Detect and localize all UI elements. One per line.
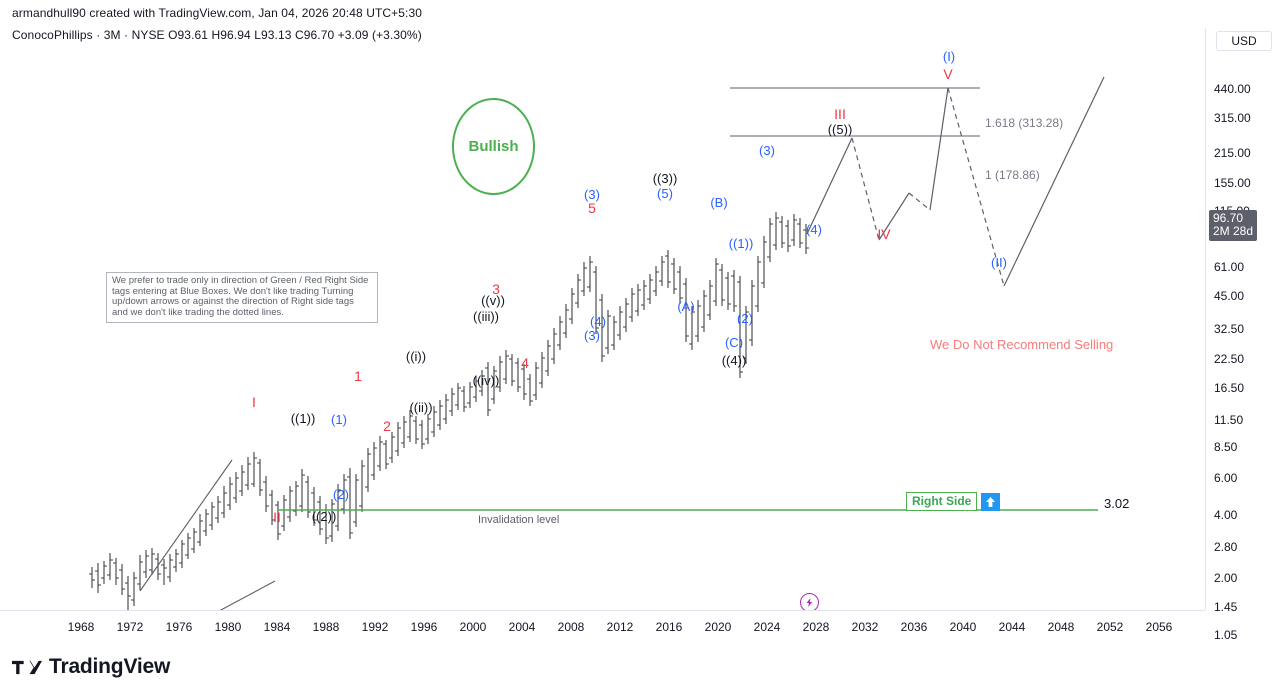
invalidation-level-label: Invalidation level (478, 514, 560, 526)
price-tick: 16.50 (1214, 381, 1245, 395)
price-tick: 215.00 (1214, 146, 1251, 160)
price-tick: 32.50 (1214, 322, 1245, 336)
time-tick: 1984 (263, 620, 291, 634)
chart-canvas (89, 76, 1105, 610)
price-tick: 2.80 (1214, 540, 1238, 554)
price-tick: 11.50 (1214, 413, 1244, 427)
time-tick: 2052 (1096, 620, 1124, 634)
time-tick: 1972 (116, 620, 144, 634)
time-tick: 1968 (67, 620, 95, 634)
price-tick: 1.05 (1214, 628, 1238, 642)
fib-label-1618: 1.618 (313.28) (985, 116, 1064, 130)
price-tick: 4.00 (1214, 508, 1238, 522)
time-tick: 2016 (655, 620, 683, 634)
wave-projection-dashed (851, 87, 1005, 287)
price-tick: 440.00 (1214, 82, 1251, 96)
price-tick: 61.00 (1214, 260, 1245, 274)
time-tick: 2036 (900, 620, 928, 634)
last-price-badge: 96.70 2M 28d (1209, 210, 1258, 241)
bullish-annotation: Bullish (452, 98, 535, 195)
price-tick: 22.50 (1214, 352, 1245, 366)
currency-badge: USD (1216, 31, 1272, 51)
up-arrow-icon (981, 492, 1001, 511)
tradingview-mark-icon (12, 660, 42, 674)
price-tick: 8.50 (1214, 440, 1238, 454)
right-side-tag[interactable]: Right Side (906, 492, 1001, 511)
time-tick: 2012 (606, 620, 634, 634)
time-tick: 2020 (704, 620, 732, 634)
fib-label-1: 1 (178.86) (985, 168, 1040, 182)
time-tick: 2044 (998, 620, 1026, 634)
price-scale[interactable]: USD 440.00315.00215.00155.00115.0061.004… (1205, 28, 1280, 642)
price-tick: 1.45 (1214, 600, 1238, 614)
time-tick: 2024 (753, 620, 781, 634)
price-tick: 2.00 (1214, 571, 1238, 585)
price-bar-series (89, 212, 809, 610)
price-tick: 155.00 (1214, 176, 1251, 190)
trading-rules-note: We prefer to trade only in direction of … (106, 272, 378, 324)
time-tick: 2032 (851, 620, 879, 634)
price-tick: 45.00 (1214, 289, 1245, 303)
chart-plot-area[interactable]: We prefer to trade only in direction of … (0, 44, 1205, 610)
time-scale[interactable]: 1968 1972 1976 1980 1984 1988 1992 1996 2000 2004… (0, 610, 1205, 640)
last-price-value: 96.70 (1213, 211, 1244, 225)
tradingview-logo[interactable]: TradingView (12, 655, 170, 679)
time-tick: 1980 (214, 620, 242, 634)
price-tick: 315.00 (1214, 111, 1251, 125)
footer-bar: TradingView (0, 640, 1280, 693)
attribution-text: armandhull90 created with TradingView.co… (12, 6, 423, 20)
countdown-value: 2M 28d (1213, 224, 1254, 238)
price-tick: 6.00 (1214, 471, 1238, 485)
time-tick: 2028 (802, 620, 830, 634)
wave-projection-solid (806, 76, 1105, 287)
time-tick: 1976 (165, 620, 193, 634)
time-tick: 1996 (410, 620, 438, 634)
time-tick: 2004 (508, 620, 536, 634)
time-tick: 2040 (949, 620, 977, 634)
time-tick: 2056 (1145, 620, 1173, 634)
fibonacci-levels (730, 87, 980, 137)
invalidation-price-label: 3.02 (1104, 496, 1130, 511)
time-tick: 2000 (459, 620, 487, 634)
wedge-trendlines (139, 459, 276, 610)
flash-bolt-icon[interactable] (800, 593, 819, 610)
time-tick: 2008 (557, 620, 585, 634)
tradingview-wordmark: TradingView (49, 655, 171, 678)
time-tick: 2048 (1047, 620, 1075, 634)
time-tick: 1992 (361, 620, 389, 634)
symbol-legend: ConocoPhillips · 3M · NYSE O93.61 H96.94… (12, 28, 422, 42)
no-sell-recommendation-text: We Do Not Recommend Selling (930, 337, 1114, 352)
time-tick: 1988 (312, 620, 340, 634)
bullish-label: Bullish (468, 138, 519, 155)
right-side-label: Right Side (906, 492, 978, 511)
